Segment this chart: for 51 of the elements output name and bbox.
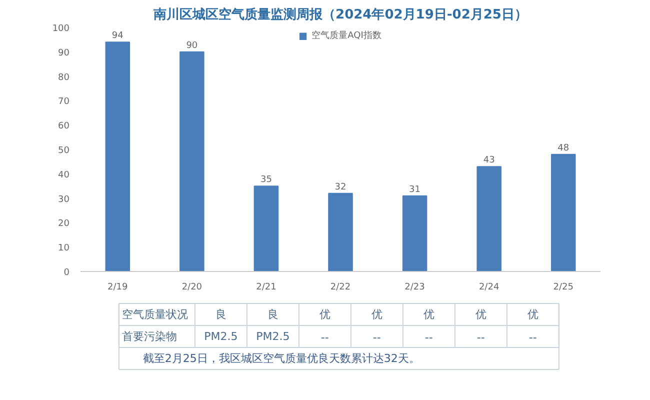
bar — [550, 154, 576, 272]
y-tick-label: 30 — [58, 194, 70, 205]
y-tick-label: 70 — [58, 97, 70, 108]
data-label: 35 — [260, 175, 272, 186]
text: 优 — [423, 308, 434, 321]
x-tick-label: 2/20 — [182, 282, 202, 292]
y-tick-label: 60 — [58, 122, 70, 132]
bar — [105, 42, 130, 272]
text: -- — [424, 331, 433, 344]
x-tick-label: 2/24 — [478, 282, 500, 292]
y-tick-label: 100 — [52, 24, 70, 34]
text: 优 — [371, 308, 382, 321]
y-tick-label: 20 — [58, 219, 70, 230]
x-tick-label: 2/19 — [108, 282, 128, 292]
y-tick-label: 90 — [58, 48, 70, 58]
y-tick-label: 40 — [58, 170, 70, 180]
legend-label: 空气质量AQI指数 — [312, 30, 382, 42]
text: -- — [528, 331, 537, 344]
text: 良 — [267, 308, 278, 321]
x-tick-label: 2/23 — [404, 282, 425, 292]
text: 优 — [475, 308, 486, 321]
bar — [254, 186, 279, 272]
bar — [328, 192, 353, 272]
text: -- — [476, 331, 485, 344]
text: -- — [320, 331, 329, 344]
bar — [180, 51, 204, 272]
bar — [476, 166, 502, 272]
text: 空气质量状况 — [122, 308, 188, 321]
bar — [402, 195, 428, 272]
data-label: 32 — [334, 182, 346, 192]
y-tick-label: 50 — [58, 146, 70, 156]
y-tick-label: 80 — [58, 72, 70, 83]
data-label: 43 — [483, 156, 495, 166]
data-label: 94 — [112, 31, 124, 42]
text: 首要污染物 — [122, 330, 178, 343]
y-tick-label: 10 — [58, 244, 70, 254]
text: 优 — [319, 308, 330, 321]
x-tick-label: 2/25 — [553, 282, 574, 292]
text: 截至2月25日，我区城区空气质量优良天数累计达32天。 — [142, 352, 420, 365]
x-tick-label: 2/22 — [330, 282, 351, 292]
text: PM2.5 — [204, 330, 238, 343]
data-label: 31 — [409, 184, 421, 195]
text: -- — [372, 331, 381, 344]
x-tick-label: 2/21 — [256, 282, 276, 292]
text: PM2.5 — [256, 330, 290, 343]
data-label: 90 — [186, 40, 198, 51]
text: 优 — [527, 308, 538, 321]
y-tick-label: 0 — [64, 268, 70, 278]
text: 良 — [215, 308, 226, 321]
data-label: 48 — [558, 143, 570, 154]
chart-title: 南川区城区空气质量监测周报（2024年02月19日-02月25日） — [152, 6, 528, 22]
